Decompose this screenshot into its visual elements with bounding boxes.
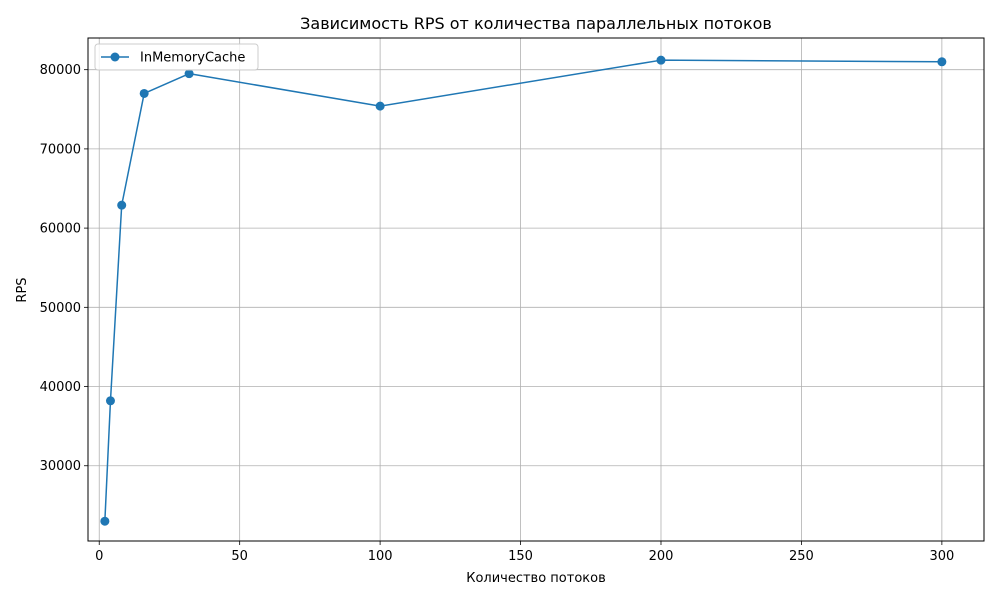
legend-entry-inmemorycache: InMemoryCache bbox=[140, 51, 245, 66]
data-point bbox=[375, 101, 385, 111]
y-tick-label: 30000 bbox=[40, 459, 81, 474]
data-point bbox=[656, 55, 666, 65]
series-line-0 bbox=[104, 59, 942, 522]
y-tick-label: 80000 bbox=[40, 63, 81, 78]
x-tick-label: 50 bbox=[231, 549, 248, 564]
legend: InMemoryCache bbox=[94, 43, 259, 71]
y-tick-label: 70000 bbox=[40, 142, 81, 157]
y-axis-label: RPS bbox=[15, 277, 30, 302]
chart-title: Зависимость RPS от количества параллельн… bbox=[300, 14, 772, 33]
data-point bbox=[117, 200, 127, 210]
series-layer bbox=[100, 55, 947, 526]
data-point bbox=[937, 57, 947, 67]
y-tick-label: 50000 bbox=[40, 301, 81, 316]
data-point bbox=[100, 516, 110, 526]
x-tick-label: 200 bbox=[649, 549, 674, 564]
x-tick-label: 150 bbox=[508, 549, 533, 564]
axis-ticks: 0 50 100 150 200 250 300 30000 40000 50000 60000 70… bbox=[40, 63, 955, 564]
x-tick-label: 100 bbox=[368, 549, 393, 564]
x-tick-label: 300 bbox=[929, 549, 954, 564]
x-tick-label: 250 bbox=[789, 549, 814, 564]
plot-area-frame bbox=[87, 37, 985, 542]
x-tick-label: 0 bbox=[95, 549, 103, 564]
data-point bbox=[105, 396, 115, 406]
data-point bbox=[184, 69, 194, 79]
data-point bbox=[139, 88, 149, 98]
y-tick-label: 40000 bbox=[40, 380, 81, 395]
legend-box bbox=[94, 43, 259, 71]
y-tick-label: 60000 bbox=[40, 222, 81, 237]
x-axis-label: Количество потоков bbox=[466, 571, 606, 586]
grid bbox=[88, 38, 984, 541]
legend-marker bbox=[110, 52, 120, 62]
